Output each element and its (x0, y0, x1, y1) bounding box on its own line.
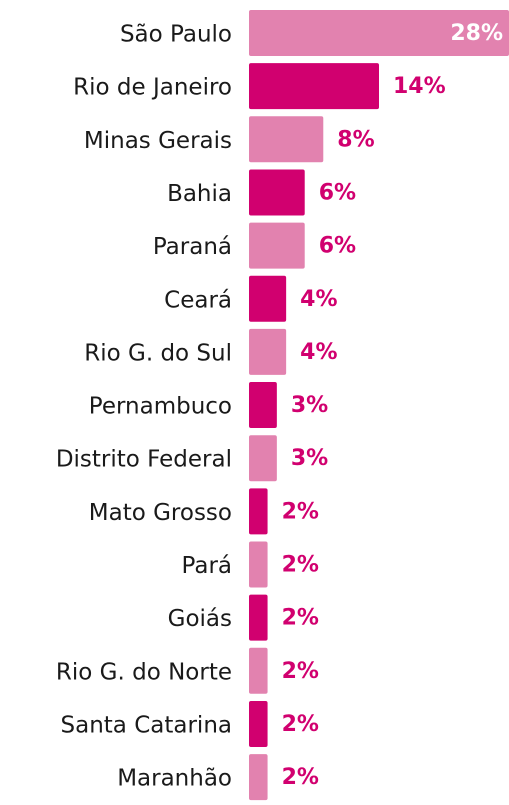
value-label: 6% (319, 180, 356, 205)
category-label: Pernambuco (89, 394, 232, 420)
category-label: Goiás (168, 606, 232, 632)
bar (249, 63, 379, 110)
bar (249, 647, 268, 694)
value-label: 3% (291, 446, 328, 471)
bar (249, 169, 305, 216)
category-label: Rio de Janeiro (73, 75, 232, 101)
value-label: 2% (282, 659, 319, 684)
value-label: 6% (319, 234, 356, 259)
bar (249, 541, 268, 588)
bar (249, 594, 268, 641)
value-label: 8% (337, 127, 374, 152)
category-label: Maranhão (117, 766, 232, 792)
bar (249, 435, 277, 482)
category-label: Rio G. do Sul (84, 340, 232, 366)
category-label: Santa Catarina (61, 712, 232, 738)
category-label: São Paulo (120, 22, 232, 48)
bar (249, 275, 287, 322)
bar (249, 700, 268, 747)
category-label: Distrito Federal (56, 447, 232, 473)
value-label: 2% (282, 499, 319, 524)
category-label: Pará (182, 553, 232, 579)
bar (249, 328, 287, 375)
category-label: Paraná (153, 234, 232, 260)
value-label: 28% (450, 21, 503, 46)
bar (249, 488, 268, 535)
category-label: Bahia (167, 181, 232, 207)
category-label: Minas Gerais (84, 128, 232, 154)
value-label: 4% (300, 340, 337, 365)
bar (249, 382, 277, 429)
value-label: 14% (393, 74, 446, 99)
value-label: 3% (291, 393, 328, 418)
bar (249, 222, 305, 269)
bar (249, 754, 268, 801)
category-label: Rio G. do Norte (56, 659, 232, 685)
value-label: 2% (282, 712, 319, 737)
value-label: 2% (282, 606, 319, 631)
bar (249, 116, 324, 163)
value-label: 2% (282, 553, 319, 578)
value-label: 2% (282, 765, 319, 790)
category-label: Ceará (164, 287, 232, 313)
category-label: Mato Grosso (89, 500, 232, 526)
value-label: 4% (300, 287, 337, 312)
bar (249, 10, 509, 56)
